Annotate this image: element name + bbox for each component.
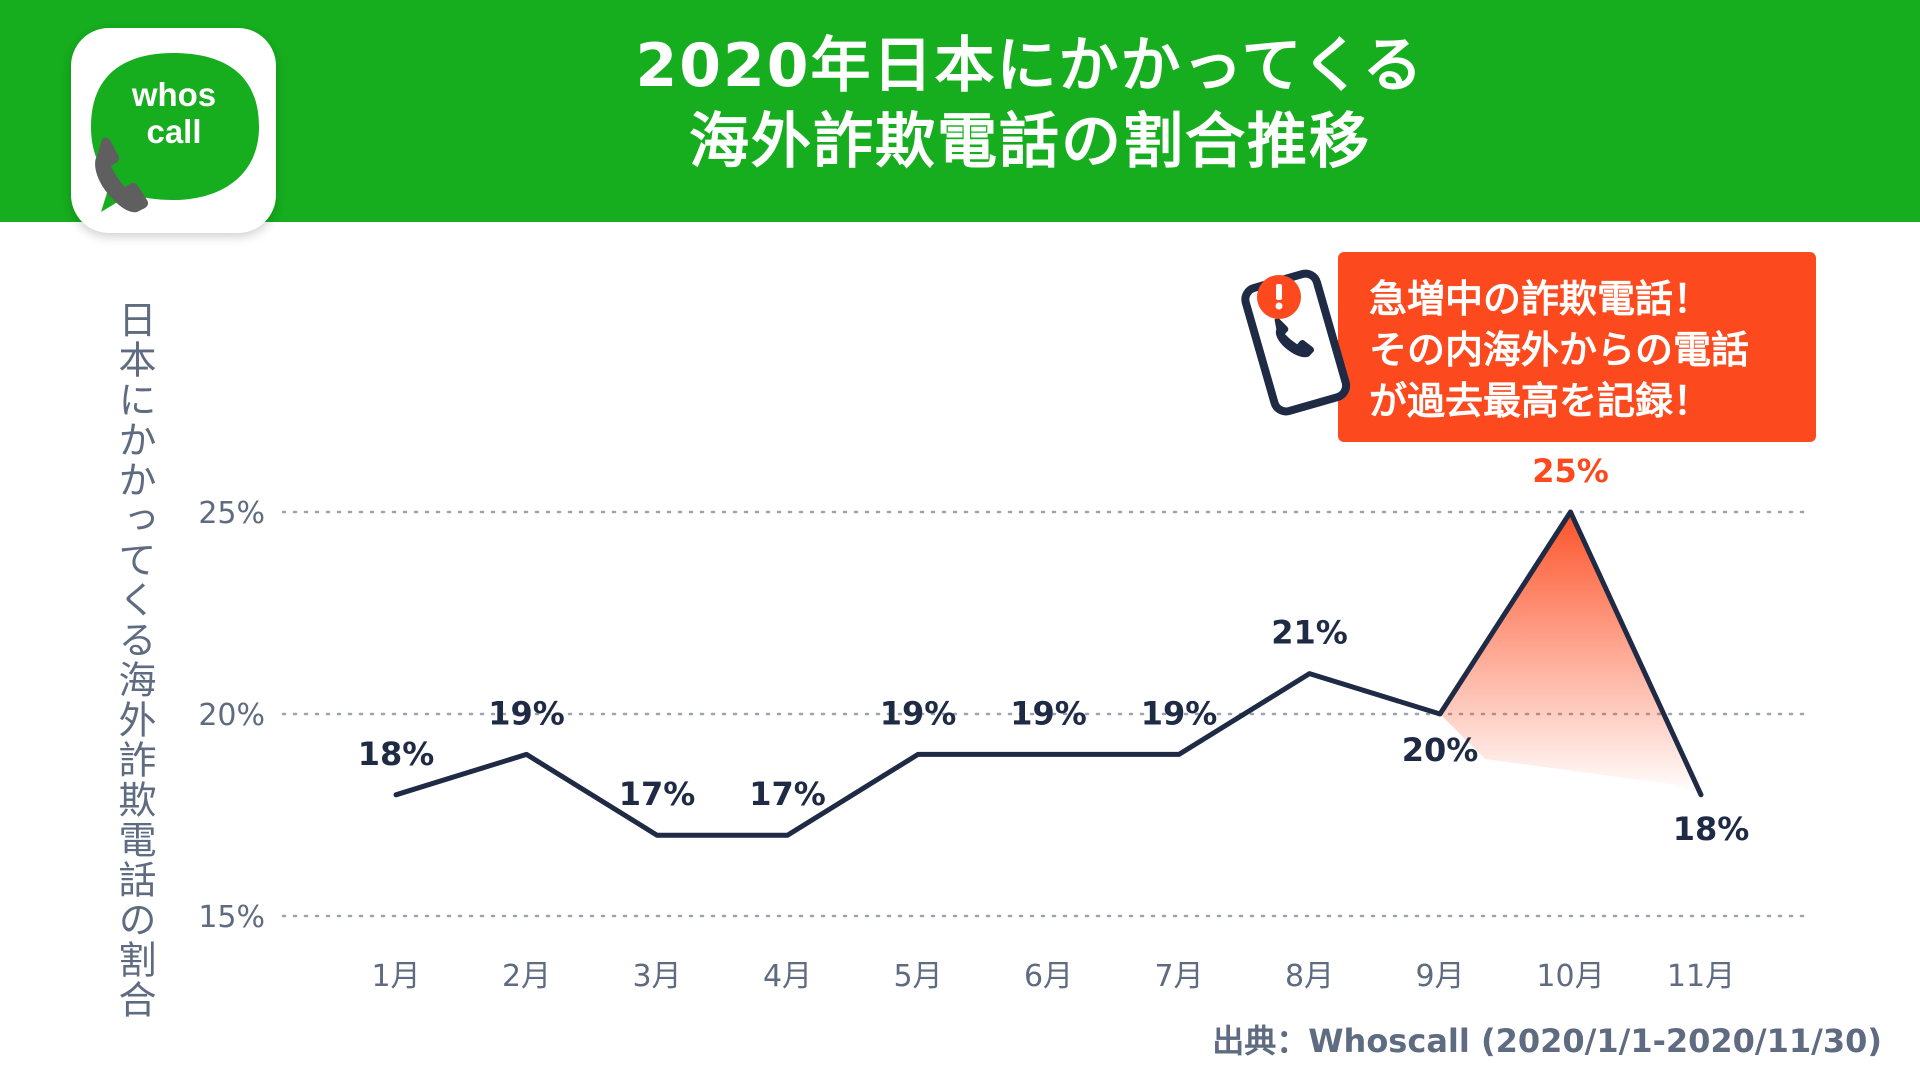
logo-text-line-1: whos — [131, 76, 217, 113]
x-tick-label: 2月 — [502, 959, 551, 994]
whoscall-logo: whos call — [71, 28, 276, 233]
callout-line-1: 急増中の詐欺電話！ — [1369, 277, 1712, 321]
y-tick-label: 20% — [198, 698, 265, 733]
data-label: 19% — [1141, 694, 1218, 732]
y-axis-label: 日本にかかってくる海外詐欺電話の割合 — [112, 300, 156, 1020]
highlight-area — [1440, 512, 1701, 795]
x-tick-label: 8月 — [1285, 959, 1334, 994]
x-tick-label: 1月 — [371, 959, 420, 994]
source-note: 出典：Whoscall (2020/1/1-2020/11/30) — [1212, 1022, 1882, 1060]
data-label: 21% — [1271, 614, 1348, 652]
data-label: 19% — [1010, 694, 1087, 732]
title-line-1: 2020年日本にかかってくる — [635, 31, 1425, 101]
title-line-2: 海外詐欺電話の割合推移 — [689, 107, 1371, 177]
y-tick-label: 15% — [198, 900, 265, 935]
callout-line-3: が過去最高を記録！ — [1369, 379, 1712, 423]
x-tick-label: 4月 — [763, 959, 812, 994]
x-tick-label: 7月 — [1154, 959, 1203, 994]
data-label: 17% — [619, 775, 696, 813]
data-label: 18% — [1673, 810, 1750, 848]
x-tick-label: 5月 — [893, 959, 942, 994]
page-title: 2020年日本にかかってくる 海外詐欺電話の割合推移 — [300, 28, 1760, 180]
data-label: 20% — [1402, 731, 1479, 769]
callout-box: 急増中の詐欺電話！ その内海外からの電話 が過去最高を記録！ — [1338, 252, 1816, 442]
alert-badge-icon — [1257, 275, 1301, 319]
logo-text-line-2: call — [146, 113, 202, 150]
phone-icon — [95, 137, 149, 213]
data-label: 18% — [358, 735, 435, 773]
data-label: 19% — [880, 694, 957, 732]
logo-graphic — [91, 53, 259, 212]
x-tick-label: 10月 — [1536, 959, 1604, 994]
x-tick-label: 6月 — [1024, 959, 1073, 994]
x-tick-label: 3月 — [632, 959, 681, 994]
callout-line-2: その内海外からの電話 — [1369, 328, 1750, 372]
x-tick-label: 11月 — [1667, 959, 1735, 994]
data-label: 25% — [1532, 452, 1609, 490]
y-tick-label: 25% — [198, 496, 265, 531]
header-banner: 2020年日本にかかってくる 海外詐欺電話の割合推移 — [0, 0, 1920, 222]
x-tick-label: 9月 — [1415, 959, 1464, 994]
data-label: 17% — [749, 775, 826, 813]
logo-text: whos call — [79, 76, 269, 150]
series-line — [393, 509, 1704, 838]
data-label: 19% — [488, 694, 565, 732]
